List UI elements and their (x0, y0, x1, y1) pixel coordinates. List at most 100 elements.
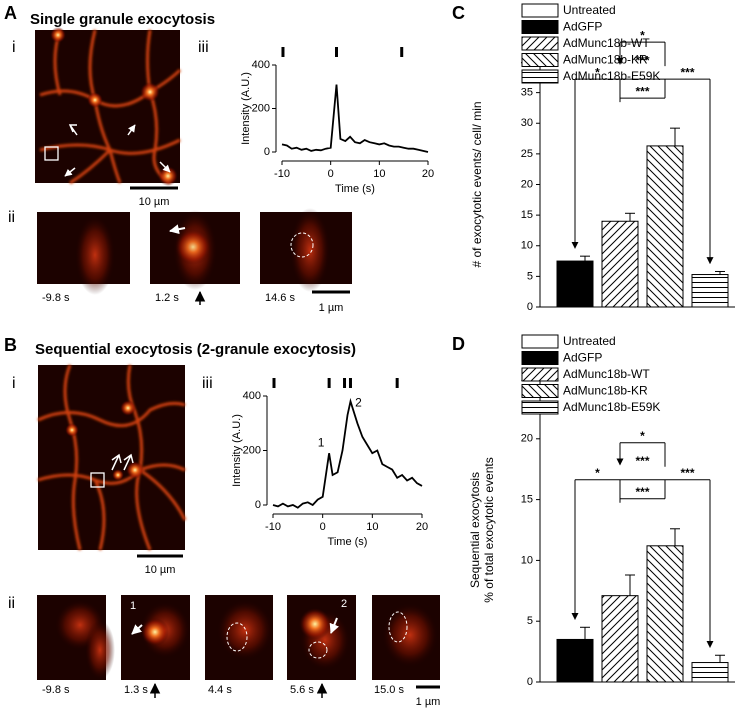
y-tick-label: 25 (521, 148, 533, 160)
frame-time: 14.6 s (265, 292, 295, 304)
legend-label: AdMunc18b-E59K (563, 69, 660, 83)
scale-label: 1 µm (319, 302, 344, 314)
y-tick-label: 20 (521, 433, 533, 445)
frame-time: 15.0 s (374, 684, 404, 696)
x-tick-label: 20 (422, 168, 434, 180)
y-tick-label: 0 (527, 676, 533, 688)
frame-time: 1.2 s (155, 292, 179, 304)
significance: * (640, 429, 645, 443)
y-tick-label: 35 (521, 87, 533, 99)
legend-swatch (521, 367, 559, 382)
legend-label: Untreated (563, 334, 616, 348)
legend-swatch (521, 36, 559, 51)
significance: *** (635, 53, 649, 67)
x-tick-label: 10 (366, 521, 378, 533)
legend-swatch (521, 334, 559, 349)
legend-label: AdGFP (563, 351, 602, 365)
significance: *** (635, 84, 649, 98)
y-tick-label: 0 (264, 146, 270, 158)
micrograph-frames (37, 208, 352, 295)
sub-label: ii (8, 209, 15, 226)
significance: * (595, 65, 600, 79)
legend-label: AdGFP (563, 20, 602, 34)
y-axis-label: Sequential exocytosis (468, 472, 482, 588)
scale-label: 1 µm (416, 696, 441, 708)
significance: * (640, 28, 645, 42)
y-tick-label: 15 (521, 494, 533, 506)
y-tick-label: 400 (243, 390, 261, 402)
peak-label: 2 (355, 396, 362, 410)
x-tick-label: 0 (320, 521, 326, 533)
bar (601, 595, 639, 683)
frame-time: 1.3 s (124, 684, 148, 696)
frame-time: -9.8 s (42, 292, 70, 304)
y-axis-label: Intensity (A.U.) (240, 72, 252, 145)
y-tick-label: 5 (527, 615, 533, 627)
panel-title: Sequential exocytosis (2-granule exocyto… (35, 341, 356, 358)
y-tick-label: 200 (252, 102, 270, 114)
legend-swatch (521, 400, 559, 415)
frame-annotation: 2 (341, 598, 347, 610)
significance: *** (680, 466, 694, 480)
legend-label: AdMunc18b-E59K (563, 400, 660, 414)
x-tick-label: 20 (416, 521, 428, 533)
legend-swatch (521, 3, 559, 18)
frame-annotation: 1 (130, 600, 136, 612)
sub-label: iii (202, 375, 213, 392)
legend-label: Untreated (563, 3, 616, 17)
y-tick-label: 5 (527, 270, 533, 282)
x-axis-label: Time (s) (335, 183, 375, 195)
micrograph-frames (37, 595, 440, 680)
sub-label: i (12, 375, 16, 392)
legend-swatch (521, 53, 559, 67)
intensity-trace (272, 397, 423, 509)
micrograph (37, 364, 187, 551)
y-tick-label: 30 (521, 117, 533, 129)
y-axis-label: # of exocytotic events/ cell/ min (470, 101, 484, 267)
x-tick-label: 0 (328, 168, 334, 180)
legend-label: AdMunc18b-WT (563, 367, 650, 381)
peak-label: 1 (318, 435, 325, 449)
y-tick-label: 0 (527, 301, 533, 313)
legend-swatch (521, 20, 559, 34)
sub-label: ii (8, 595, 15, 612)
y-tick-label: 10 (521, 240, 533, 252)
legend-label: AdMunc18b-KR (563, 384, 648, 398)
frame-time: 4.4 s (208, 684, 232, 696)
legend-swatch (521, 69, 559, 84)
bar (691, 274, 729, 308)
y-tick-label: 200 (243, 444, 261, 456)
panel-letter: C (452, 3, 465, 23)
significance: *** (635, 454, 649, 468)
frame-time: -9.8 s (42, 684, 70, 696)
sub-label: iii (198, 39, 209, 56)
micrograph (35, 27, 182, 186)
x-tick-label: -10 (274, 168, 290, 180)
panel-letter: B (4, 335, 17, 355)
scale-label: 10 µm (145, 564, 176, 576)
legend-swatch (521, 351, 559, 365)
y-tick-label: 10 (521, 554, 533, 566)
x-tick-label: -10 (265, 521, 281, 533)
panel-letter: D (452, 334, 465, 354)
y-tick-label: 15 (521, 209, 533, 221)
x-axis-label: Time (s) (328, 536, 368, 548)
y-tick-label: 400 (252, 59, 270, 71)
significance: *** (680, 65, 694, 79)
y-tick-label: 0 (255, 499, 261, 511)
legend-label: AdMunc18b-WT (563, 36, 650, 50)
y-tick-label: 20 (521, 178, 533, 190)
significance: * (595, 466, 600, 480)
sub-label: i (12, 39, 16, 56)
significance: *** (635, 485, 649, 499)
frame-time: 5.6 s (290, 684, 314, 696)
bar (646, 545, 684, 683)
bar (646, 145, 684, 308)
scale-label: 10 µm (139, 196, 170, 208)
panel-letter: A (4, 3, 17, 23)
bar (556, 260, 594, 308)
intensity-trace (281, 84, 429, 153)
bar (691, 662, 729, 683)
bar (556, 638, 594, 683)
